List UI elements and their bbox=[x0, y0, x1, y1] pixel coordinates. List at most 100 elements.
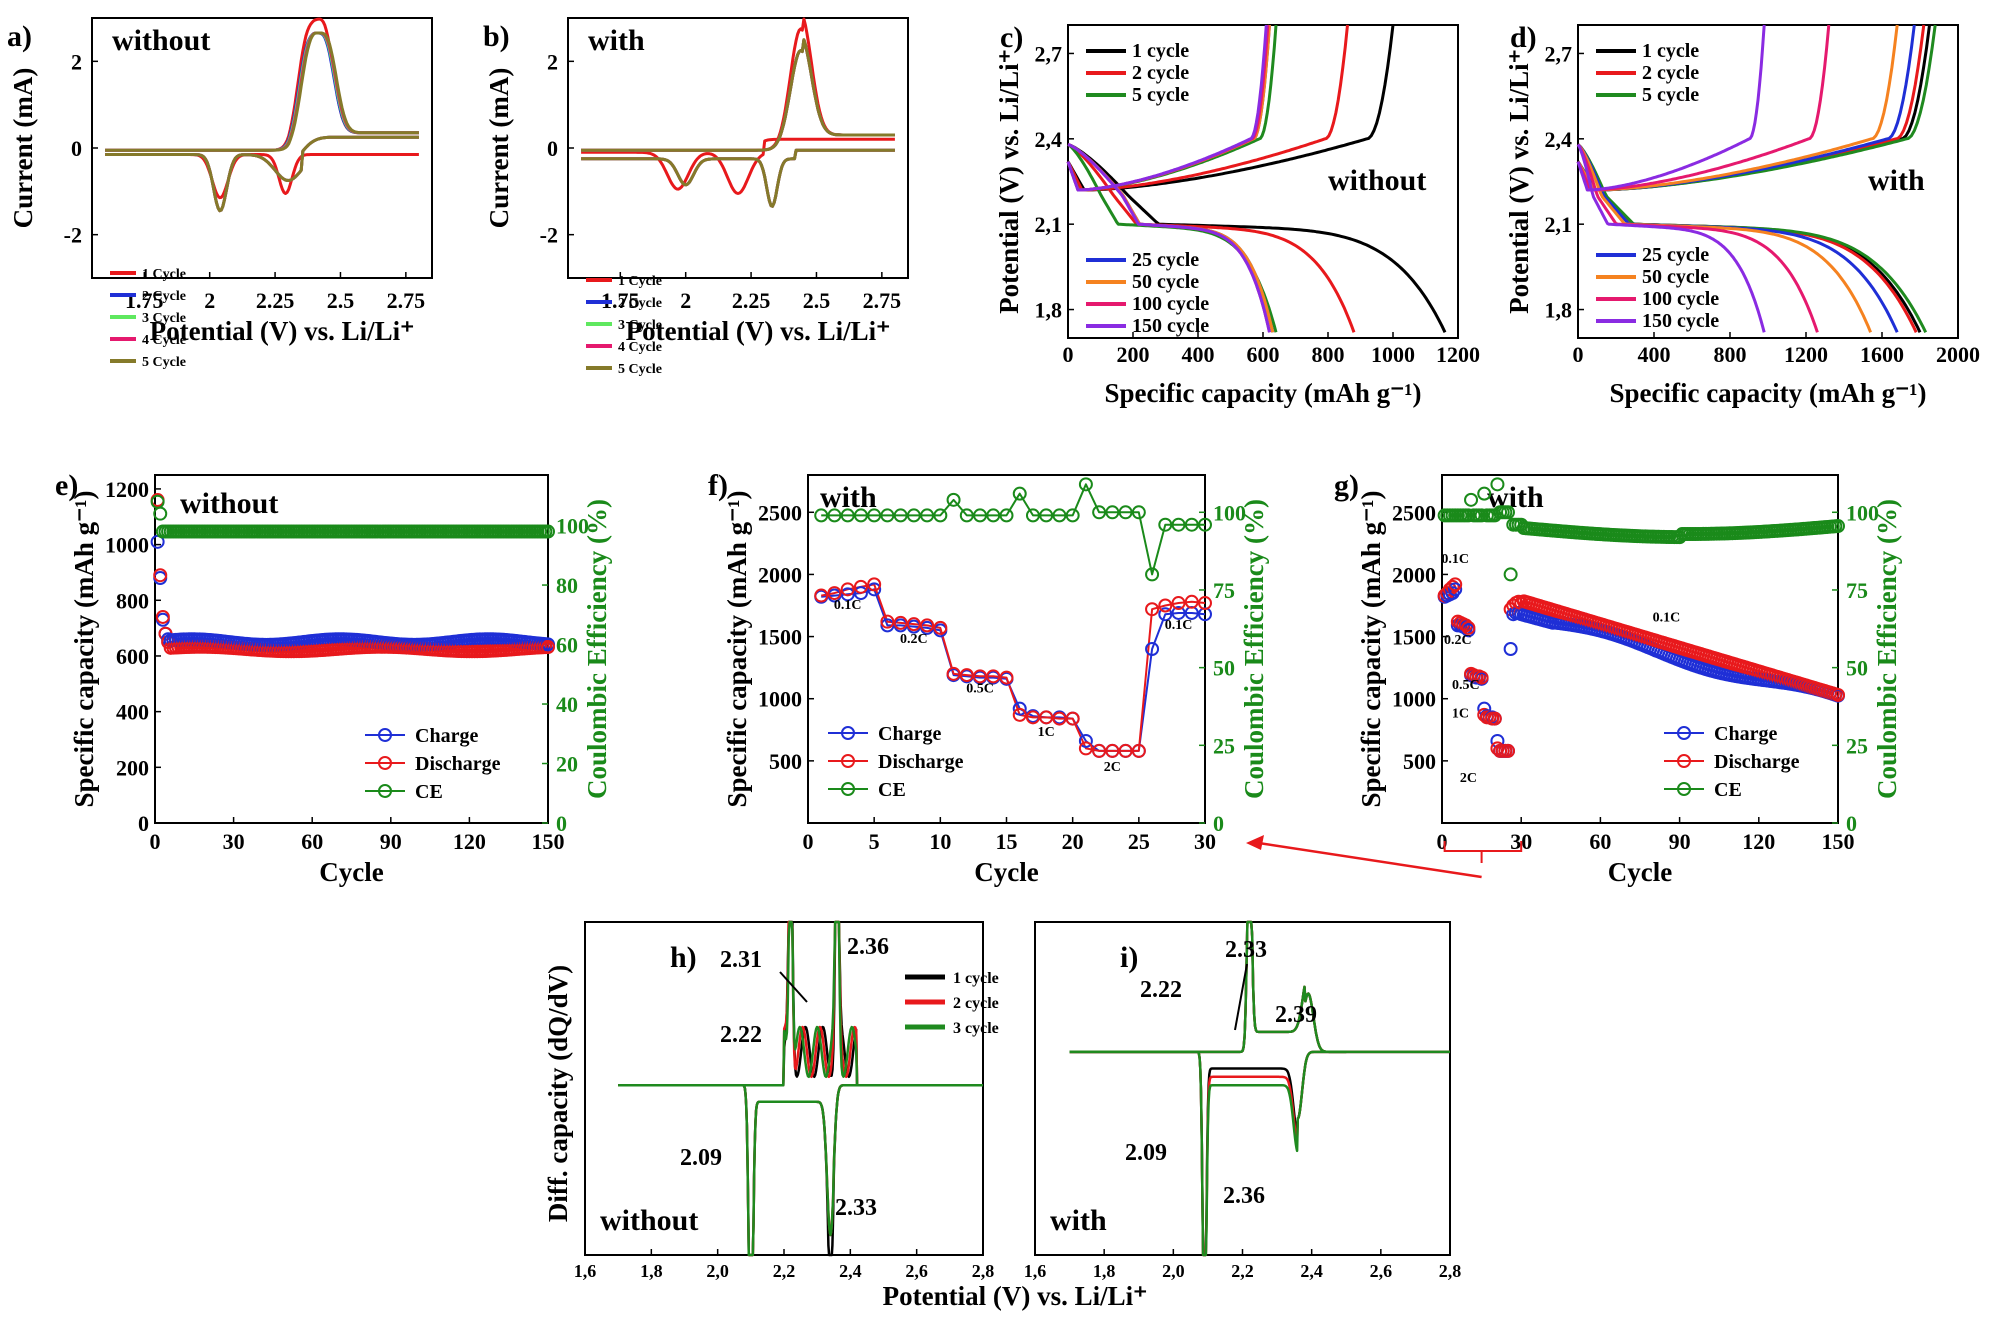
legend-label: Charge bbox=[1714, 723, 1777, 745]
cycling-panel-g: 0 30 60 90 120 150500100015002000250002550751… bbox=[1246, 469, 1902, 887]
charge-point bbox=[853, 586, 868, 601]
rate-label: 0.5C bbox=[1452, 678, 1480, 693]
y-tick-label: 2000 bbox=[758, 562, 802, 587]
x-axis-label: Specific capacity (mAh g⁻¹) bbox=[1104, 378, 1421, 408]
legend-label: 3 Cycle bbox=[142, 311, 186, 326]
y-axis-label: Diff. capacity (dQ/dV) bbox=[543, 965, 573, 1222]
y-tick-label: 2000 bbox=[1392, 562, 1436, 587]
legend-label: 3 Cycle bbox=[618, 318, 662, 333]
x-tick-label: 1200 bbox=[1784, 342, 1828, 367]
y-tick-label: 2 bbox=[71, 49, 82, 74]
x-tick-label: 10 bbox=[929, 829, 951, 854]
discharge-point bbox=[1448, 577, 1463, 592]
discharge-point bbox=[1025, 710, 1040, 725]
x-tick-label: 30 bbox=[1194, 829, 1216, 854]
x-tick-label: 0 bbox=[1573, 342, 1584, 367]
legend-label: 2 cycle bbox=[953, 995, 999, 1012]
y2-tick-label: 50 bbox=[1213, 656, 1235, 681]
y-tick-label: 600 bbox=[116, 644, 149, 669]
y-axis-label: Specific capacity (mAh g⁻¹) bbox=[722, 490, 752, 807]
x-tick-label: 1200 bbox=[1436, 342, 1480, 367]
cv-curve-anodic-5 bbox=[105, 31, 419, 152]
dqdv-discharge-3 bbox=[1069, 1050, 1347, 1257]
discharge-point bbox=[1145, 602, 1160, 617]
discharge-point bbox=[1118, 743, 1133, 758]
cv-panel-a: 1.75 2 2.25 2.5 2.75 -2 0 2 Potential (V) vs. Li… bbox=[7, 17, 433, 370]
charge-point bbox=[1012, 701, 1027, 716]
legend-label: 100 cycle bbox=[1132, 293, 1209, 315]
x-tick-label: 2,6 bbox=[905, 1261, 928, 1281]
discharge-point bbox=[867, 577, 882, 592]
legend-marker bbox=[378, 756, 392, 770]
x-tick-label: 2,8 bbox=[972, 1261, 995, 1281]
discharge-point bbox=[1501, 743, 1515, 758]
ce-point bbox=[1477, 486, 1492, 501]
rate-label: 0.2C bbox=[900, 632, 928, 647]
discharge-point bbox=[1158, 598, 1173, 613]
y-tick-label: 1000 bbox=[105, 533, 149, 558]
y-tick-label: 1,8 bbox=[1545, 298, 1573, 323]
discharge-point bbox=[1065, 711, 1080, 726]
y-tick-label: 2,1 bbox=[1545, 212, 1573, 237]
ce-point bbox=[1025, 508, 1040, 523]
discharge-point bbox=[1092, 743, 1107, 758]
discharge-point bbox=[1831, 687, 1845, 702]
rate-label: 0.2C bbox=[1444, 633, 1472, 648]
ce-point bbox=[906, 508, 921, 523]
x-tick-label: 2 bbox=[680, 288, 691, 313]
discharge-point bbox=[155, 609, 170, 624]
legend-label: 150 cycle bbox=[1132, 315, 1209, 337]
panel-label: d) bbox=[1510, 21, 1537, 54]
x-tick-label: 0 bbox=[150, 829, 161, 854]
y-tick-label: 1000 bbox=[1392, 687, 1436, 712]
y2-tick-label: 100 bbox=[1846, 500, 1879, 525]
peak-label: 2.36 bbox=[847, 934, 889, 960]
legend-label: Charge bbox=[878, 723, 941, 745]
plot-frame-g bbox=[1441, 474, 1839, 824]
condition-label: without bbox=[600, 1204, 698, 1237]
legend-label: Discharge bbox=[1714, 751, 1800, 773]
y2-tick-label: 25 bbox=[1846, 733, 1868, 758]
y-axis-label: Current (mA) bbox=[484, 68, 514, 229]
ce-point bbox=[893, 508, 908, 523]
discharge-point bbox=[1105, 743, 1120, 758]
x-tick-label: 2.5 bbox=[803, 288, 831, 313]
legend-marker bbox=[841, 754, 855, 768]
legend-marker bbox=[1677, 754, 1691, 768]
legend-label: CE bbox=[415, 781, 443, 803]
discharge-point bbox=[933, 620, 948, 635]
panel-label: i) bbox=[1120, 941, 1138, 974]
y-tick-label: 400 bbox=[116, 700, 149, 725]
ce-point bbox=[1184, 517, 1199, 532]
cv-curve-cathodic-1 bbox=[105, 153, 419, 200]
y-tick-label: 1200 bbox=[105, 477, 149, 502]
ce-point bbox=[853, 508, 868, 523]
y2-tick-label: 20 bbox=[556, 752, 578, 777]
x-tick-label: 2,4 bbox=[1300, 1261, 1323, 1281]
peak-label: 2.36 bbox=[1223, 1183, 1265, 1209]
rate-label: 1C bbox=[1038, 725, 1055, 740]
charge-point bbox=[840, 587, 855, 602]
x-axis-label: Cycle bbox=[974, 857, 1038, 887]
y-tick-label: 2,4 bbox=[1545, 127, 1573, 152]
x-tick-label: 20 bbox=[1062, 829, 1084, 854]
y2-tick-label: 0 bbox=[556, 811, 567, 836]
x-tick-label: 30 bbox=[223, 829, 245, 854]
legend-marker bbox=[378, 728, 392, 742]
discharge-point bbox=[893, 615, 908, 630]
y2-tick-label: 0 bbox=[1213, 811, 1224, 836]
panel-label: h) bbox=[670, 941, 697, 974]
legend-label: CE bbox=[1714, 779, 1742, 801]
rate-label: 1C bbox=[1452, 706, 1469, 721]
legend-label: 1 Cycle bbox=[142, 267, 186, 282]
dqdv-panel-h: 1,6 1,8 2,0 2,2 2,4 2,6 2,8 h) without Diff. capa… bbox=[543, 920, 999, 1281]
dqdv-discharge-3 bbox=[617, 1083, 885, 1257]
y-tick-label: 0 bbox=[547, 136, 558, 161]
discharge-point bbox=[1184, 594, 1199, 609]
ce-point bbox=[1105, 505, 1120, 520]
y-tick-label: 1500 bbox=[758, 625, 802, 650]
peak-label: 2.22 bbox=[720, 1022, 762, 1048]
y-tick-label: 2,4 bbox=[1035, 127, 1063, 152]
discharge-point bbox=[1078, 741, 1093, 756]
